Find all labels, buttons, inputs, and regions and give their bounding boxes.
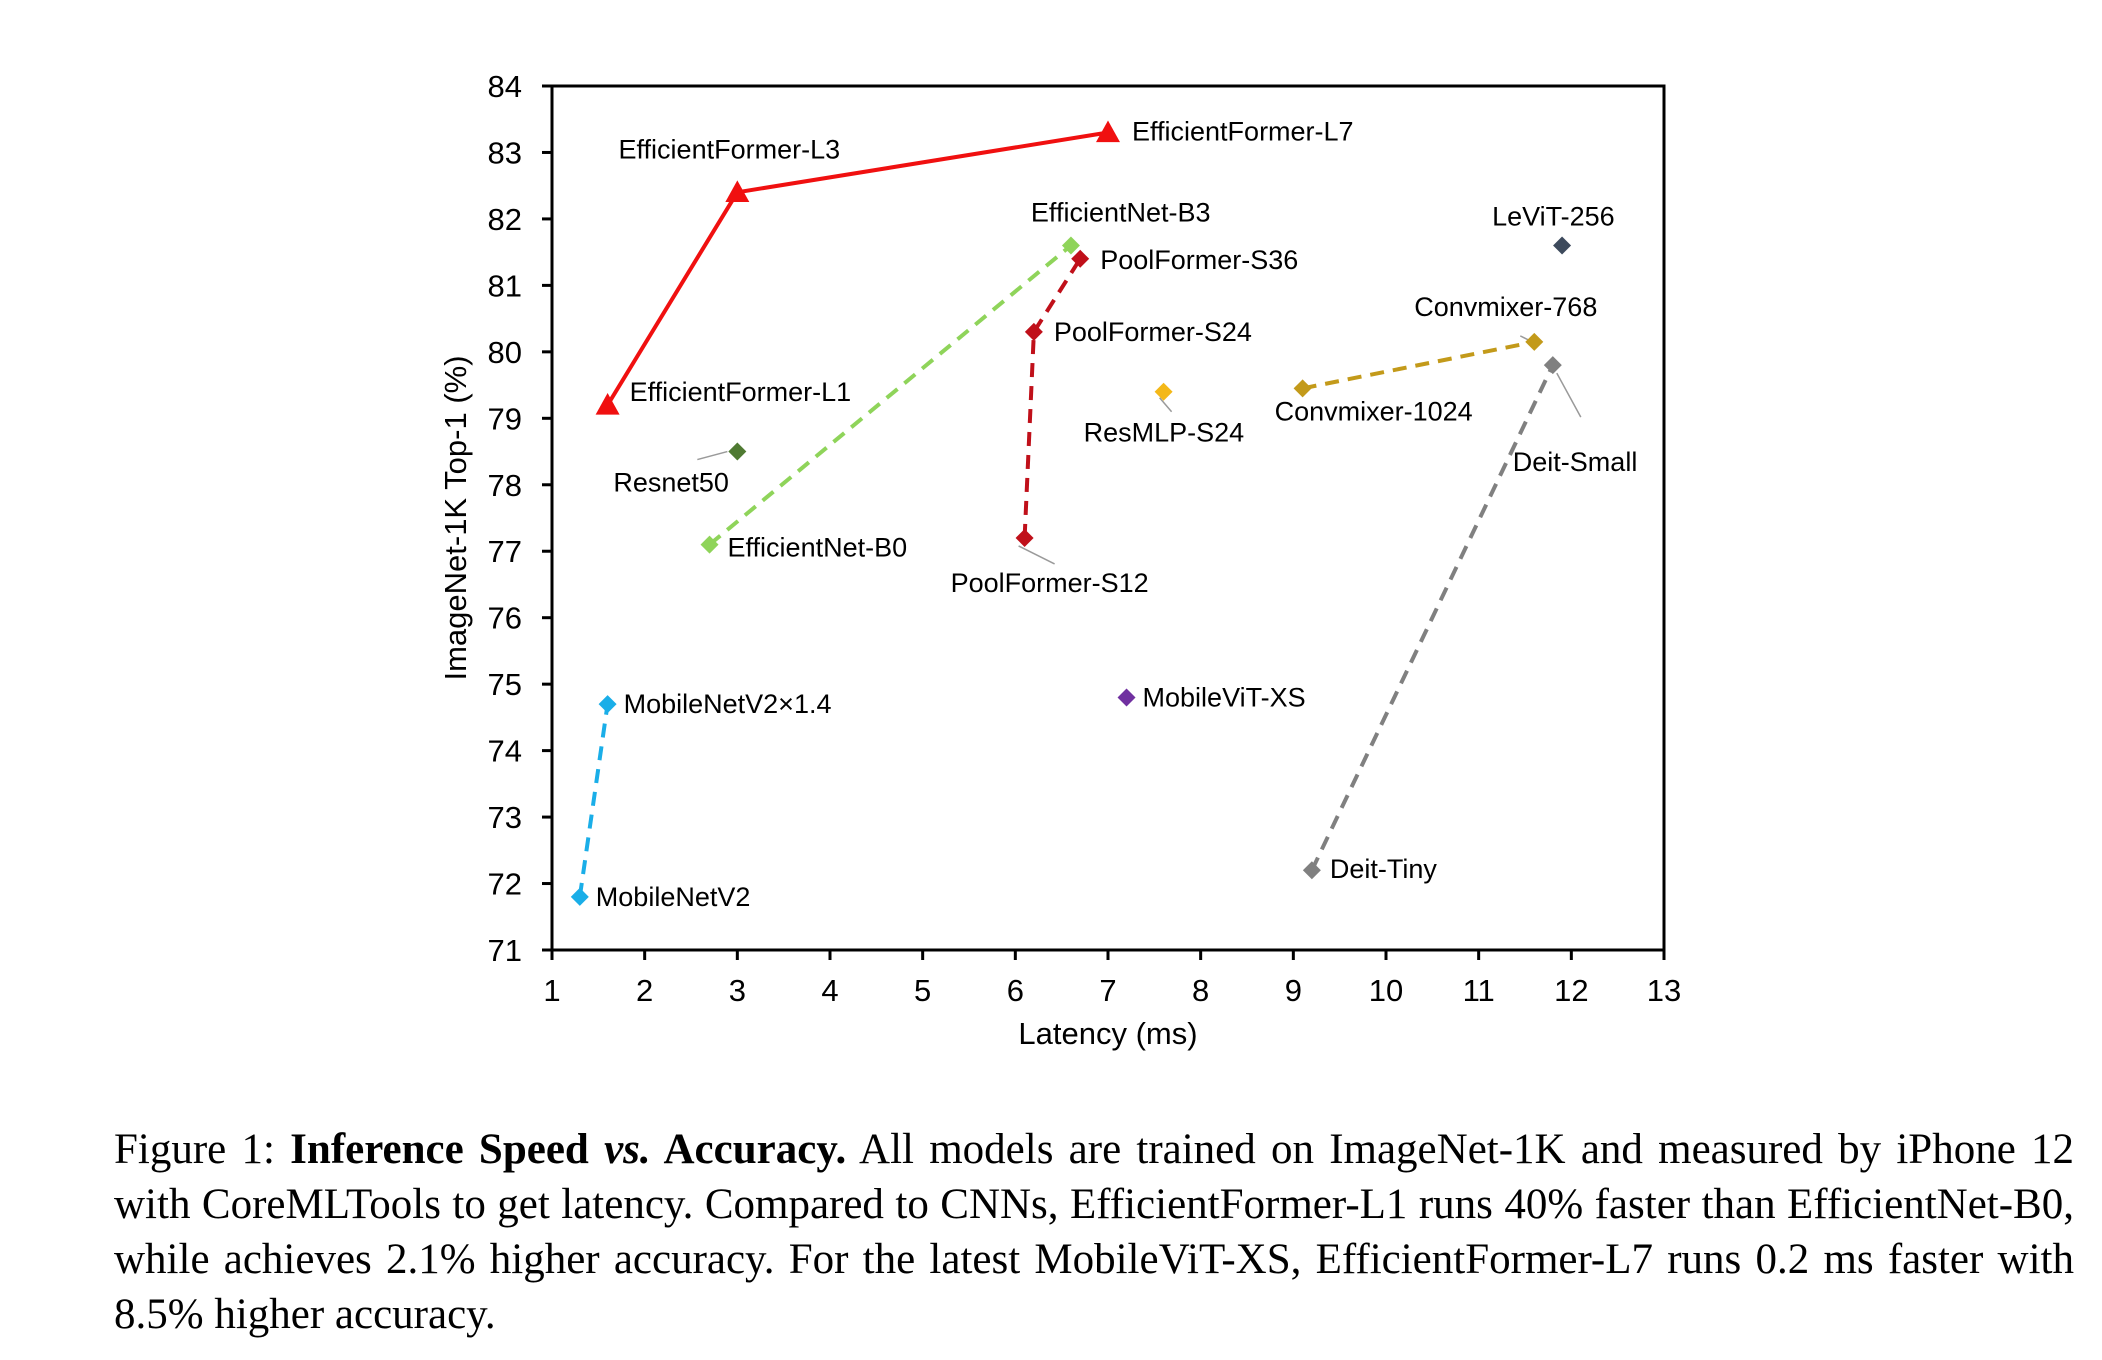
x-tick-label: 9 <box>1285 973 1302 1008</box>
label-efficientformer-l7: EfficientFormer-L7 <box>1132 117 1354 147</box>
marker-poolformer-s24 <box>1024 322 1043 341</box>
label-poolformer-s36: PoolFormer-S36 <box>1100 245 1298 275</box>
label-levit-256: LeViT-256 <box>1492 202 1615 232</box>
y-tick-label: 84 <box>488 69 522 104</box>
x-tick-label: 7 <box>1099 973 1116 1008</box>
label-convmixer-768: Convmixer-768 <box>1414 292 1597 322</box>
caption-bold-2: Accuracy. <box>650 1126 847 1173</box>
scatter-chart: 1 2 3 4 5 6 7 8 9 10 11 12 13 7172737475767778798081… <box>438 69 1681 1051</box>
x-tick-label: 3 <box>729 973 746 1008</box>
label-efficientnet-b0: EfficientNet-B0 <box>728 533 908 563</box>
caption-bold-italic: vs. <box>604 1126 651 1173</box>
marker-deit-tiny <box>1302 861 1321 880</box>
caption-prefix: Figure 1: <box>114 1126 291 1173</box>
series-line-3 <box>1302 339 1535 391</box>
y-axis-label: ImageNet-1K Top-1 (%) <box>438 355 473 680</box>
series-line-4 <box>1310 364 1555 872</box>
label-mobilenetv2x1-4: MobileNetV2×1.4 <box>624 689 832 719</box>
label-mobilevit-xs: MobileViT-XS <box>1143 682 1306 712</box>
marker-poolformer-s12 <box>1015 528 1034 547</box>
x-axis-label: Latency (ms) <box>1018 1016 1197 1051</box>
marker-resmlp-s24 <box>1154 382 1173 401</box>
marker-mobilevit-xs <box>1117 688 1136 707</box>
marker-mobilenetv2 <box>570 887 589 906</box>
y-tick-label: 83 <box>488 135 522 170</box>
marker-convmixer-768 <box>1525 332 1544 351</box>
y-tick-label: 78 <box>488 468 522 503</box>
x-tick-label: 8 <box>1192 973 1209 1008</box>
label-resnet50: Resnet50 <box>613 468 729 498</box>
marker-efficientnet-b0 <box>700 535 719 554</box>
x-axis-ticks: 1 2 3 4 5 6 7 8 9 10 11 12 13 <box>543 950 1681 1008</box>
figure-caption: Figure 1: Inference Speed vs. Accuracy. … <box>114 1122 2074 1342</box>
y-tick-label: 82 <box>488 202 522 237</box>
y-axis-ticks: 71 72 73 74 75 76 77 78 79 80 81 82 83 84 <box>488 69 552 968</box>
leader-deit-small <box>1556 372 1582 418</box>
marker-efficientnet-b3 <box>1061 236 1080 255</box>
label-resmlp-s24: ResMLP-S24 <box>1084 418 1245 448</box>
marker-efficientformer-l1 <box>595 393 620 415</box>
marker-levit-256 <box>1553 236 1572 255</box>
series-line-1 <box>708 243 1073 547</box>
label-deit-tiny: Deit-Tiny <box>1330 854 1438 884</box>
y-tick-label: 80 <box>488 335 522 370</box>
y-tick-label: 76 <box>488 601 522 636</box>
label-mobilenetv2: MobileNetV2 <box>596 882 751 912</box>
x-tick-label: 12 <box>1554 973 1588 1008</box>
x-tick-label: 4 <box>821 973 838 1008</box>
y-tick-label: 73 <box>488 800 522 835</box>
y-tick-label: 74 <box>488 734 522 769</box>
label-deit-small: Deit-Small <box>1513 447 1638 477</box>
marker-efficientformer-l3 <box>725 180 750 202</box>
label-efficientformer-l1: EfficientFormer-L1 <box>630 377 852 407</box>
x-tick-label: 13 <box>1647 973 1681 1008</box>
y-tick-label: 75 <box>488 667 522 702</box>
x-tick-label: 10 <box>1369 973 1403 1008</box>
marker-deit-small <box>1543 356 1562 375</box>
y-tick-label: 71 <box>488 933 522 968</box>
series-line-2 <box>1022 257 1082 538</box>
marker-convmixer-1024 <box>1293 379 1312 398</box>
x-tick-label: 5 <box>914 973 931 1008</box>
leader-resnet50 <box>697 450 728 461</box>
y-tick-label: 72 <box>488 867 522 902</box>
data-markers <box>570 120 1572 906</box>
label-efficientformer-l3: EfficientFormer-L3 <box>619 134 841 164</box>
caption-bold-1: Inference Speed <box>290 1126 605 1173</box>
caption-text: All models are trained on ImageNet-1K an… <box>114 1126 2074 1338</box>
marker-poolformer-s36 <box>1071 249 1090 268</box>
y-tick-label: 77 <box>488 534 522 569</box>
x-tick-label: 1 <box>543 973 560 1008</box>
series-line-5 <box>577 703 610 898</box>
label-efficientnet-b3: EfficientNet-B3 <box>1031 198 1211 228</box>
x-tick-label: 2 <box>636 973 653 1008</box>
y-tick-label: 79 <box>488 401 522 436</box>
marker-mobilenetv2x1-4 <box>598 695 617 714</box>
leader-poolformer-s12 <box>1018 545 1055 565</box>
label-leader-lines <box>697 335 1582 565</box>
label-poolformer-s24: PoolFormer-S24 <box>1054 317 1252 347</box>
label-poolformer-s12: PoolFormer-S12 <box>951 568 1149 598</box>
marker-resnet50 <box>728 442 747 461</box>
marker-efficientformer-l7 <box>1096 120 1120 143</box>
x-tick-label: 6 <box>1007 973 1024 1008</box>
y-tick-label: 81 <box>488 268 522 303</box>
point-labels: EfficientFormer-L1 EfficientFormer-L3 Effi… <box>596 117 1638 912</box>
x-tick-label: 11 <box>1463 973 1495 1008</box>
leader-resmlp-s24 <box>1159 397 1173 413</box>
label-convmixer-1024: Convmixer-1024 <box>1275 396 1473 426</box>
